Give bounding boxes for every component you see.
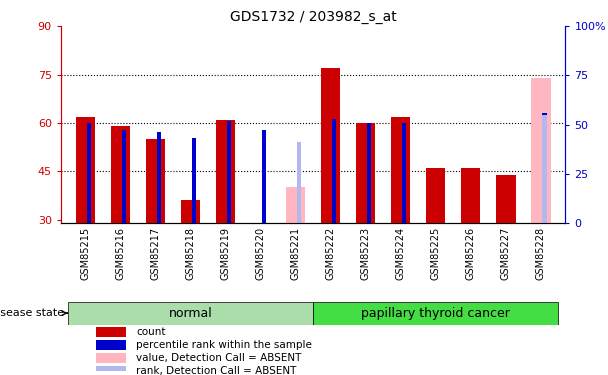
Bar — [96, 366, 126, 375]
Bar — [122, 130, 126, 223]
Text: GSM85218: GSM85218 — [185, 227, 195, 280]
Text: GSM85227: GSM85227 — [501, 227, 511, 280]
Text: GSM85215: GSM85215 — [80, 227, 91, 280]
Bar — [531, 78, 551, 223]
Text: normal: normal — [168, 307, 212, 320]
Bar — [391, 117, 410, 223]
Bar — [262, 130, 266, 223]
Bar — [461, 168, 480, 223]
Text: GSM85219: GSM85219 — [221, 227, 230, 280]
Bar — [68, 302, 313, 325]
Bar — [87, 123, 91, 223]
Title: GDS1732 / 203982_s_at: GDS1732 / 203982_s_at — [230, 10, 396, 24]
Bar — [321, 68, 340, 223]
Bar — [426, 168, 446, 223]
Bar — [181, 200, 200, 223]
Bar — [286, 188, 305, 223]
Text: disease state: disease state — [0, 308, 67, 318]
Text: percentile rank within the sample: percentile rank within the sample — [136, 340, 313, 350]
Bar — [496, 174, 516, 223]
Text: count: count — [136, 327, 166, 337]
Text: GSM85225: GSM85225 — [431, 227, 441, 280]
Bar — [542, 115, 547, 223]
Text: rank, Detection Call = ABSENT: rank, Detection Call = ABSENT — [136, 366, 297, 375]
Bar — [313, 302, 558, 325]
Bar — [542, 113, 547, 223]
Text: GSM85222: GSM85222 — [326, 227, 336, 280]
Bar — [111, 126, 130, 223]
Text: GSM85217: GSM85217 — [150, 227, 161, 280]
Text: GSM85216: GSM85216 — [116, 227, 125, 280]
Bar — [356, 123, 375, 223]
Bar — [227, 121, 231, 223]
Bar — [146, 139, 165, 223]
Text: GSM85221: GSM85221 — [291, 227, 300, 280]
Bar — [332, 118, 336, 223]
Bar — [75, 117, 95, 223]
Bar — [96, 352, 126, 363]
Text: papillary thyroid cancer: papillary thyroid cancer — [361, 307, 510, 320]
Bar — [402, 123, 406, 223]
Bar — [216, 120, 235, 223]
Text: GSM85228: GSM85228 — [536, 227, 546, 280]
Bar — [297, 142, 301, 223]
Bar — [96, 327, 126, 337]
Text: GSM85220: GSM85220 — [255, 227, 266, 280]
Text: GSM85226: GSM85226 — [466, 227, 476, 280]
Bar — [96, 340, 126, 350]
Text: GSM85224: GSM85224 — [396, 227, 406, 280]
Bar — [367, 123, 371, 223]
Text: value, Detection Call = ABSENT: value, Detection Call = ABSENT — [136, 353, 302, 363]
Bar — [157, 132, 161, 223]
Text: GSM85223: GSM85223 — [361, 227, 371, 280]
Bar — [192, 138, 196, 223]
